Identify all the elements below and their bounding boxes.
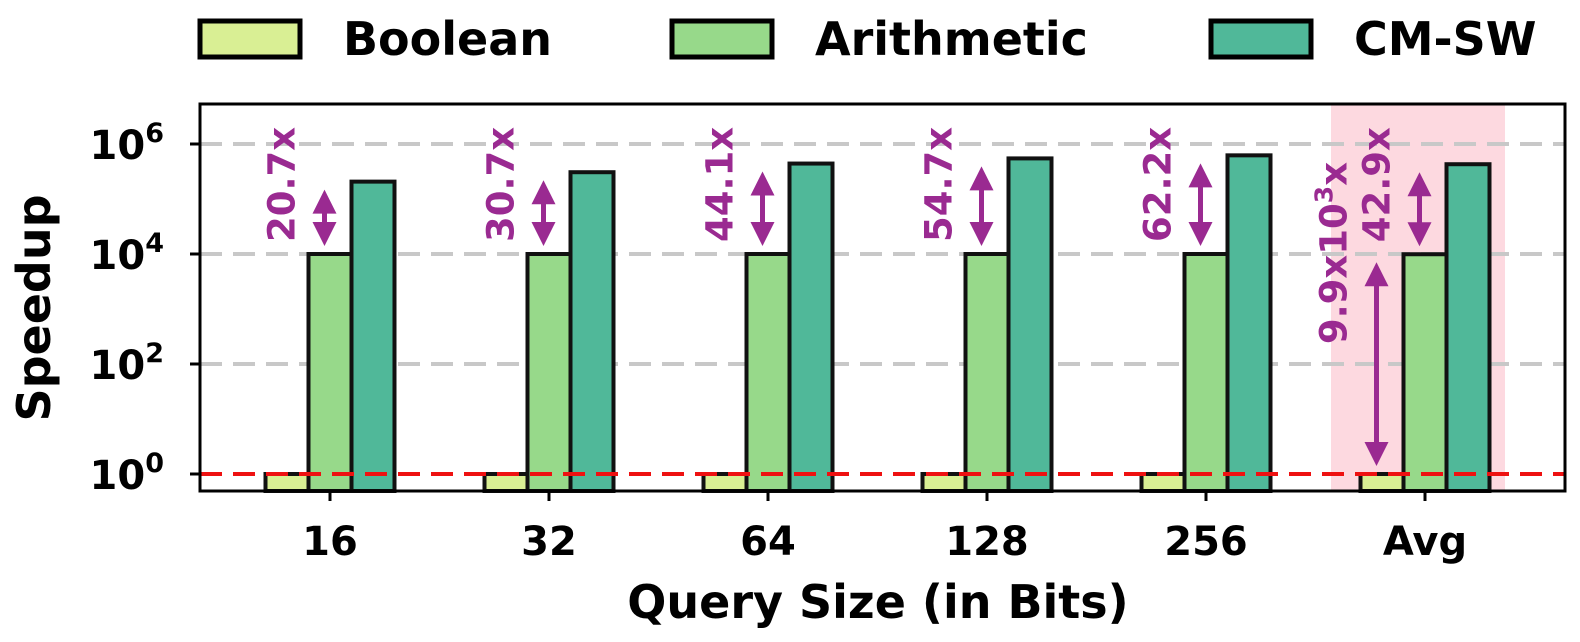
speedup-arrow-head [750, 171, 775, 196]
bar-boolean-128 [920, 472, 968, 493]
speedup-arrow-head [969, 222, 994, 246]
y-tick-label: 100 [90, 448, 164, 499]
bar-boolean-avg [1358, 472, 1406, 493]
legend-label-arithmetic: Arithmetic [815, 12, 1088, 66]
speedup-arrow-head [750, 222, 775, 246]
bar-cm-sw-avg [1444, 162, 1492, 493]
legend-swatch-boolean [197, 18, 303, 60]
bar-boolean-64 [701, 472, 749, 493]
bar-cm-sw-256 [1225, 153, 1273, 493]
speedup-arrow-head [312, 189, 337, 214]
speedup-arrow-head [1407, 222, 1432, 247]
speedup-annotation-label: 42.9x [1356, 127, 1399, 242]
x-tick-label: 128 [945, 519, 1029, 565]
speedup-arrow-head [969, 166, 994, 191]
x-tick-label: 32 [521, 519, 577, 565]
legend-label-boolean: Boolean [343, 12, 552, 66]
bar-arithmetic-64 [744, 252, 792, 493]
x-tick-label: 16 [302, 519, 358, 565]
y-tick-label: 106 [90, 118, 164, 169]
bar-arithmetic-16 [306, 252, 354, 493]
legend-swatch-arithmetic [669, 18, 775, 60]
bar-boolean-32 [482, 472, 530, 493]
speedup-arrow-head [1188, 222, 1213, 246]
speedup-arrow-head [1188, 163, 1213, 188]
x-tick-label: 256 [1164, 519, 1248, 565]
speedup-arrow-head [312, 222, 337, 246]
y-tick-label: 102 [90, 338, 164, 389]
x-axis-label: Query Size (in Bits) [627, 575, 1128, 629]
y-tick-label: 104 [90, 228, 164, 279]
speedup-annotation-label: 20.7x [261, 127, 304, 242]
bar-arithmetic-32 [525, 252, 573, 493]
speedup-annotation-label: 44.1x [699, 127, 742, 242]
plot-frame [198, 102, 1567, 493]
speedup-arrow-head [1407, 172, 1432, 197]
x-tick-label: Avg [1383, 519, 1467, 565]
x-tick-label: 64 [740, 519, 796, 565]
speedup-arrow-head [531, 222, 556, 246]
bar-cm-sw-128 [1006, 156, 1054, 493]
bar-cm-sw-32 [568, 170, 616, 493]
speedup-annotation-label: 62.2x [1137, 127, 1180, 242]
legend-swatch-cm-sw [1208, 18, 1314, 60]
bar-arithmetic-128 [963, 252, 1011, 493]
bar-boolean-256 [1139, 472, 1187, 493]
speedup-annotation-label: 54.7x [918, 127, 961, 242]
speedup-arrow-head [1364, 262, 1389, 287]
speedup-arrow-head [531, 180, 556, 205]
bar-cm-sw-64 [787, 161, 835, 493]
speedup-arrow-head [1364, 442, 1389, 466]
speedup-annotation-label: 30.7x [480, 127, 523, 242]
y-axis-label: Speedup [7, 194, 61, 421]
legend-label-cm-sw: CM-SW [1354, 12, 1537, 66]
bar-arithmetic-avg [1401, 252, 1449, 493]
bar-arithmetic-256 [1182, 252, 1230, 493]
bar-boolean-16 [263, 472, 311, 493]
bar-cm-sw-16 [349, 179, 397, 493]
